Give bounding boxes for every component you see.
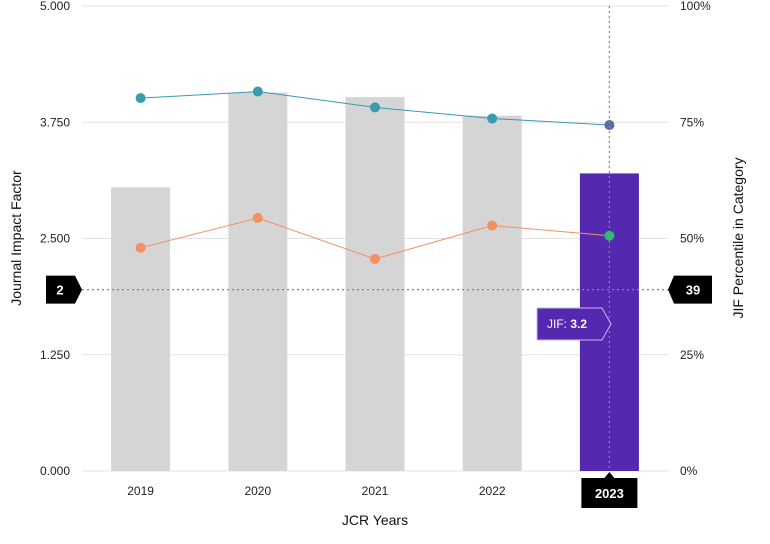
point-0-2022[interactable] xyxy=(487,113,498,124)
crosshair-y-left-badge: 2 xyxy=(46,275,82,304)
bar-2022[interactable] xyxy=(462,115,522,472)
tooltip-label: JIF: xyxy=(547,317,570,331)
badge-shape xyxy=(581,472,638,508)
badge-label: 39 xyxy=(686,283,700,298)
axes: 0.000 1.250 2.500 3.750 5.000 0% 25% 50% 75% 100%… xyxy=(40,0,711,498)
jif-tooltip: JIF: 3.2 xyxy=(536,307,612,341)
y-axis-title: Journal Impact Factor xyxy=(8,170,24,306)
y-tick-label: 3.750 xyxy=(40,115,70,129)
badge-shape xyxy=(668,275,712,304)
badge-shape xyxy=(46,275,82,304)
point-1-2019[interactable] xyxy=(135,242,146,253)
bar-2019[interactable] xyxy=(111,187,171,471)
line-series xyxy=(135,86,615,264)
point-0-2023[interactable] xyxy=(604,120,615,131)
point-1-2022[interactable] xyxy=(487,220,498,231)
point-0-2021[interactable] xyxy=(370,102,380,113)
point-0-2019[interactable] xyxy=(135,93,146,104)
crosshair-x-badge: 2023 xyxy=(581,472,638,508)
y-tick-label: 1.250 xyxy=(40,348,70,362)
crosshair: 2 39 2023 xyxy=(46,6,712,508)
y2-tick-label: 100% xyxy=(680,0,711,13)
badge-label: 2023 xyxy=(595,486,624,501)
point-1-2020[interactable] xyxy=(252,213,263,224)
point-1-2023[interactable] xyxy=(604,230,615,241)
x-tick-label: 2022 xyxy=(479,484,506,498)
bar-2021[interactable] xyxy=(345,97,405,471)
tooltip-text: JIF: 3.2 xyxy=(547,317,587,331)
y2-tick-label: 75% xyxy=(680,115,704,129)
y-tick-label: 2.500 xyxy=(40,232,70,246)
x-tick-label: 2019 xyxy=(127,484,154,498)
y-tick-label: 5.000 xyxy=(40,0,70,13)
y2-tick-label: 50% xyxy=(680,232,704,246)
y2-tick-label: 0% xyxy=(680,464,698,478)
badge-label: 2 xyxy=(56,283,63,298)
x-tick-label: 2020 xyxy=(244,484,271,498)
bar-2020[interactable] xyxy=(228,92,288,472)
tooltip-box xyxy=(536,307,612,341)
y2-tick-label: 25% xyxy=(680,348,704,362)
y-tick-label: 0.000 xyxy=(40,464,70,478)
x-axis-title: JCR Years xyxy=(342,512,408,528)
tooltip-value: 3.2 xyxy=(570,317,587,331)
point-1-2021[interactable] xyxy=(370,253,380,264)
point-0-2020[interactable] xyxy=(252,86,263,97)
bar-series[interactable] xyxy=(111,92,639,472)
crosshair-y-right-badge: 39 xyxy=(668,275,712,304)
y2-axis-title: JIF Percentile in Category xyxy=(730,157,746,318)
x-tick-label: 2021 xyxy=(362,484,389,498)
